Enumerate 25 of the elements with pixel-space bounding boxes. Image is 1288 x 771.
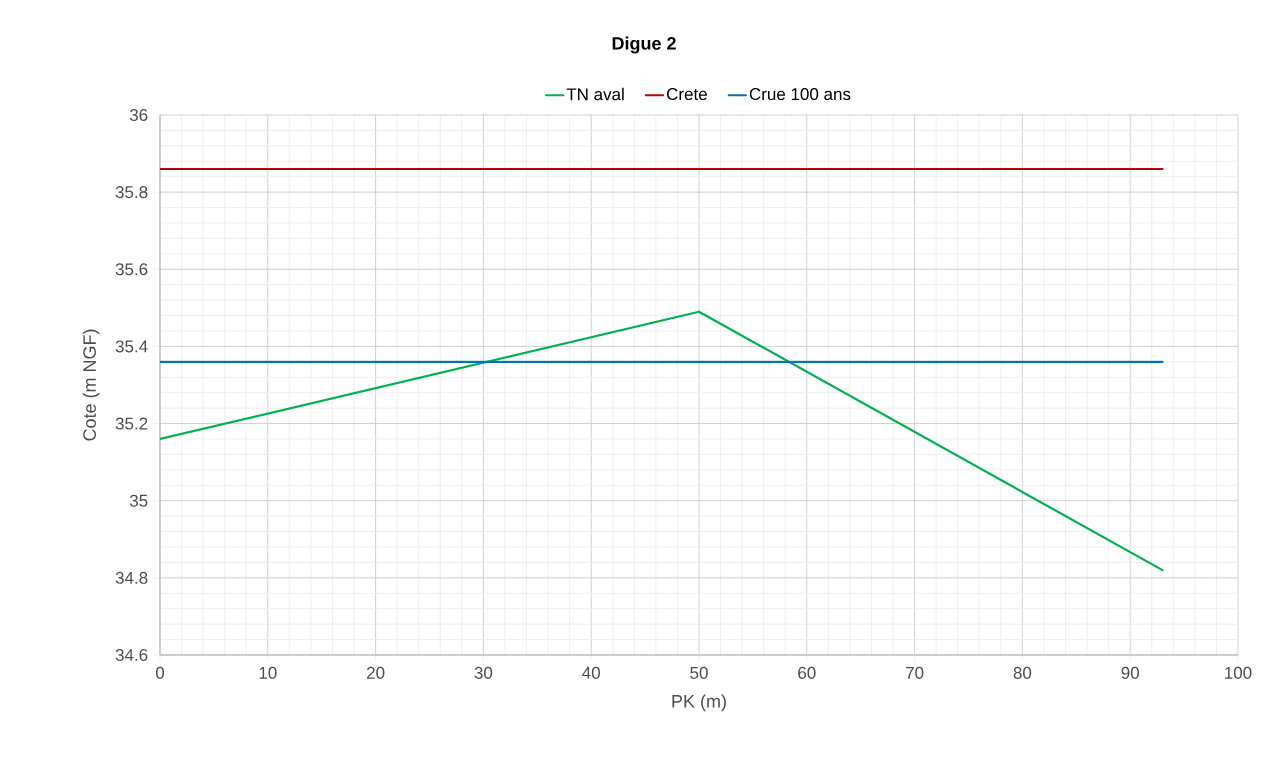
y-tick-label: 34.6 xyxy=(115,648,148,662)
legend-label: TN aval xyxy=(566,87,624,101)
y-axis-title: Cote (m NGF) xyxy=(82,329,100,441)
x-tick-label: 80 xyxy=(1013,666,1032,679)
x-tick-label: 0 xyxy=(155,666,165,679)
x-tick-label: 40 xyxy=(582,666,600,679)
x-tick-label: 100 xyxy=(1225,666,1252,679)
x-axis-title: PK (m) xyxy=(672,694,726,712)
y-tick-label: 35.2 xyxy=(115,417,148,430)
legend-label: Crete xyxy=(666,88,707,101)
x-tick-label: 70 xyxy=(906,666,924,679)
x-tick-label: 10 xyxy=(259,666,277,679)
y-tick-label: 36 xyxy=(129,108,148,122)
y-tick-label: 35 xyxy=(129,494,148,507)
chart-title: Digue 2 xyxy=(612,36,676,54)
y-tick-label: 35.4 xyxy=(115,340,148,353)
y-tick-label: 35.8 xyxy=(115,186,148,199)
x-tick-label: 30 xyxy=(474,666,493,679)
y-tick-label: 35.6 xyxy=(115,263,148,276)
y-tick-label: 34.8 xyxy=(115,571,148,584)
x-tick-label: 20 xyxy=(367,666,385,679)
x-tick-label: 60 xyxy=(798,666,816,679)
x-tick-label: 50 xyxy=(690,666,708,679)
x-tick-label: 90 xyxy=(1121,666,1139,679)
legend-label: Crue 100 ans xyxy=(749,88,851,101)
